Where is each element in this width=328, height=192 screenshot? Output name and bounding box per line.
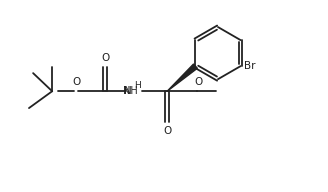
Text: NH: NH (123, 86, 138, 96)
Text: O: O (163, 126, 171, 136)
Text: Br: Br (244, 60, 256, 70)
Text: O: O (101, 53, 109, 63)
Text: H: H (134, 81, 141, 90)
Polygon shape (167, 64, 197, 91)
Text: O: O (195, 77, 203, 87)
Text: O: O (73, 77, 81, 87)
Text: N: N (125, 86, 132, 96)
